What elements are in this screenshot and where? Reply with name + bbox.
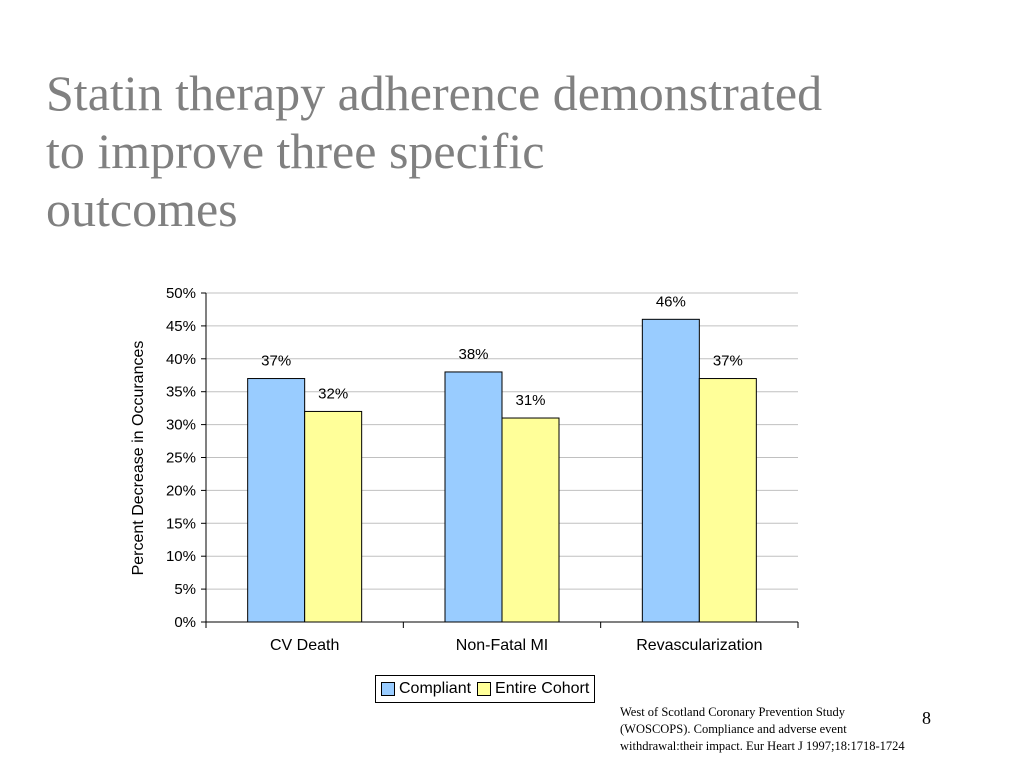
- legend-label-entire-cohort: Entire Cohort: [495, 680, 590, 697]
- data-label: 46%: [656, 293, 686, 310]
- title-line-2: to improve three specific: [46, 123, 545, 179]
- slide-title: Statin therapy adherence demonstrated to…: [46, 64, 976, 238]
- data-label: 31%: [515, 392, 545, 409]
- y-tick-label: 20%: [166, 482, 196, 499]
- page-number: 8: [922, 708, 931, 728]
- legend-item-entire-cohort: Entire Cohort: [477, 680, 589, 698]
- legend-swatch-entire-cohort: [477, 682, 492, 696]
- bar-entire-cohort: [501, 417, 560, 623]
- citation-line-3: withdrawal:their impact. Eur Heart J 199…: [620, 739, 905, 753]
- y-tick-label: 25%: [166, 450, 196, 467]
- x-tick-label: Non-Fatal MI: [456, 637, 548, 654]
- data-label: 37%: [261, 353, 291, 370]
- y-axis-title: Percent Decrease in Occurances: [130, 341, 147, 576]
- y-tick-label: 5%: [174, 581, 196, 598]
- bar-compliant: [444, 371, 503, 623]
- x-tick-label: CV Death: [270, 637, 339, 654]
- data-labels: 37% 32% 38% 31% 46% 37%: [261, 293, 743, 409]
- axes: 0% 5% 10% 15% 20% 25% 30% 35% 40% 45% 50% CV Death N…: [166, 285, 799, 654]
- bar-compliant: [641, 318, 700, 623]
- y-tick-label: 30%: [166, 417, 196, 434]
- legend-swatch-compliant: [381, 682, 395, 696]
- citation: West of Scotland Coronary Prevention Stu…: [620, 704, 950, 755]
- bar-entire-cohort: [304, 410, 363, 623]
- y-tick-label: 10%: [166, 548, 196, 565]
- y-tick-label: 35%: [166, 384, 196, 401]
- y-tick-label: 40%: [166, 351, 196, 368]
- data-label: 32%: [318, 385, 348, 402]
- legend-label-compliant: Compliant: [399, 680, 472, 697]
- data-label: 38%: [458, 346, 488, 363]
- title-line-1: Statin therapy adherence demonstrated: [46, 65, 823, 121]
- citation-line-2: (WOSCOPS). Compliance and adverse event: [620, 722, 847, 736]
- title-line-3: outcomes: [46, 181, 238, 237]
- y-tick-label: 50%: [166, 285, 196, 302]
- bars: [247, 318, 757, 623]
- legend-item-compliant: Compliant: [381, 680, 471, 698]
- data-label: 37%: [713, 353, 743, 370]
- chart-legend: Compliant Entire Cohort: [375, 675, 596, 703]
- y-tick-label: 0%: [174, 614, 196, 631]
- x-tick-label: Revascularization: [636, 637, 762, 654]
- bar-compliant: [247, 378, 306, 623]
- y-tick-label: 45%: [166, 318, 196, 335]
- bar-entire-cohort: [698, 378, 757, 623]
- citation-line-1: West of Scotland Coronary Prevention Stu…: [620, 705, 846, 719]
- y-tick-label: 15%: [166, 515, 196, 532]
